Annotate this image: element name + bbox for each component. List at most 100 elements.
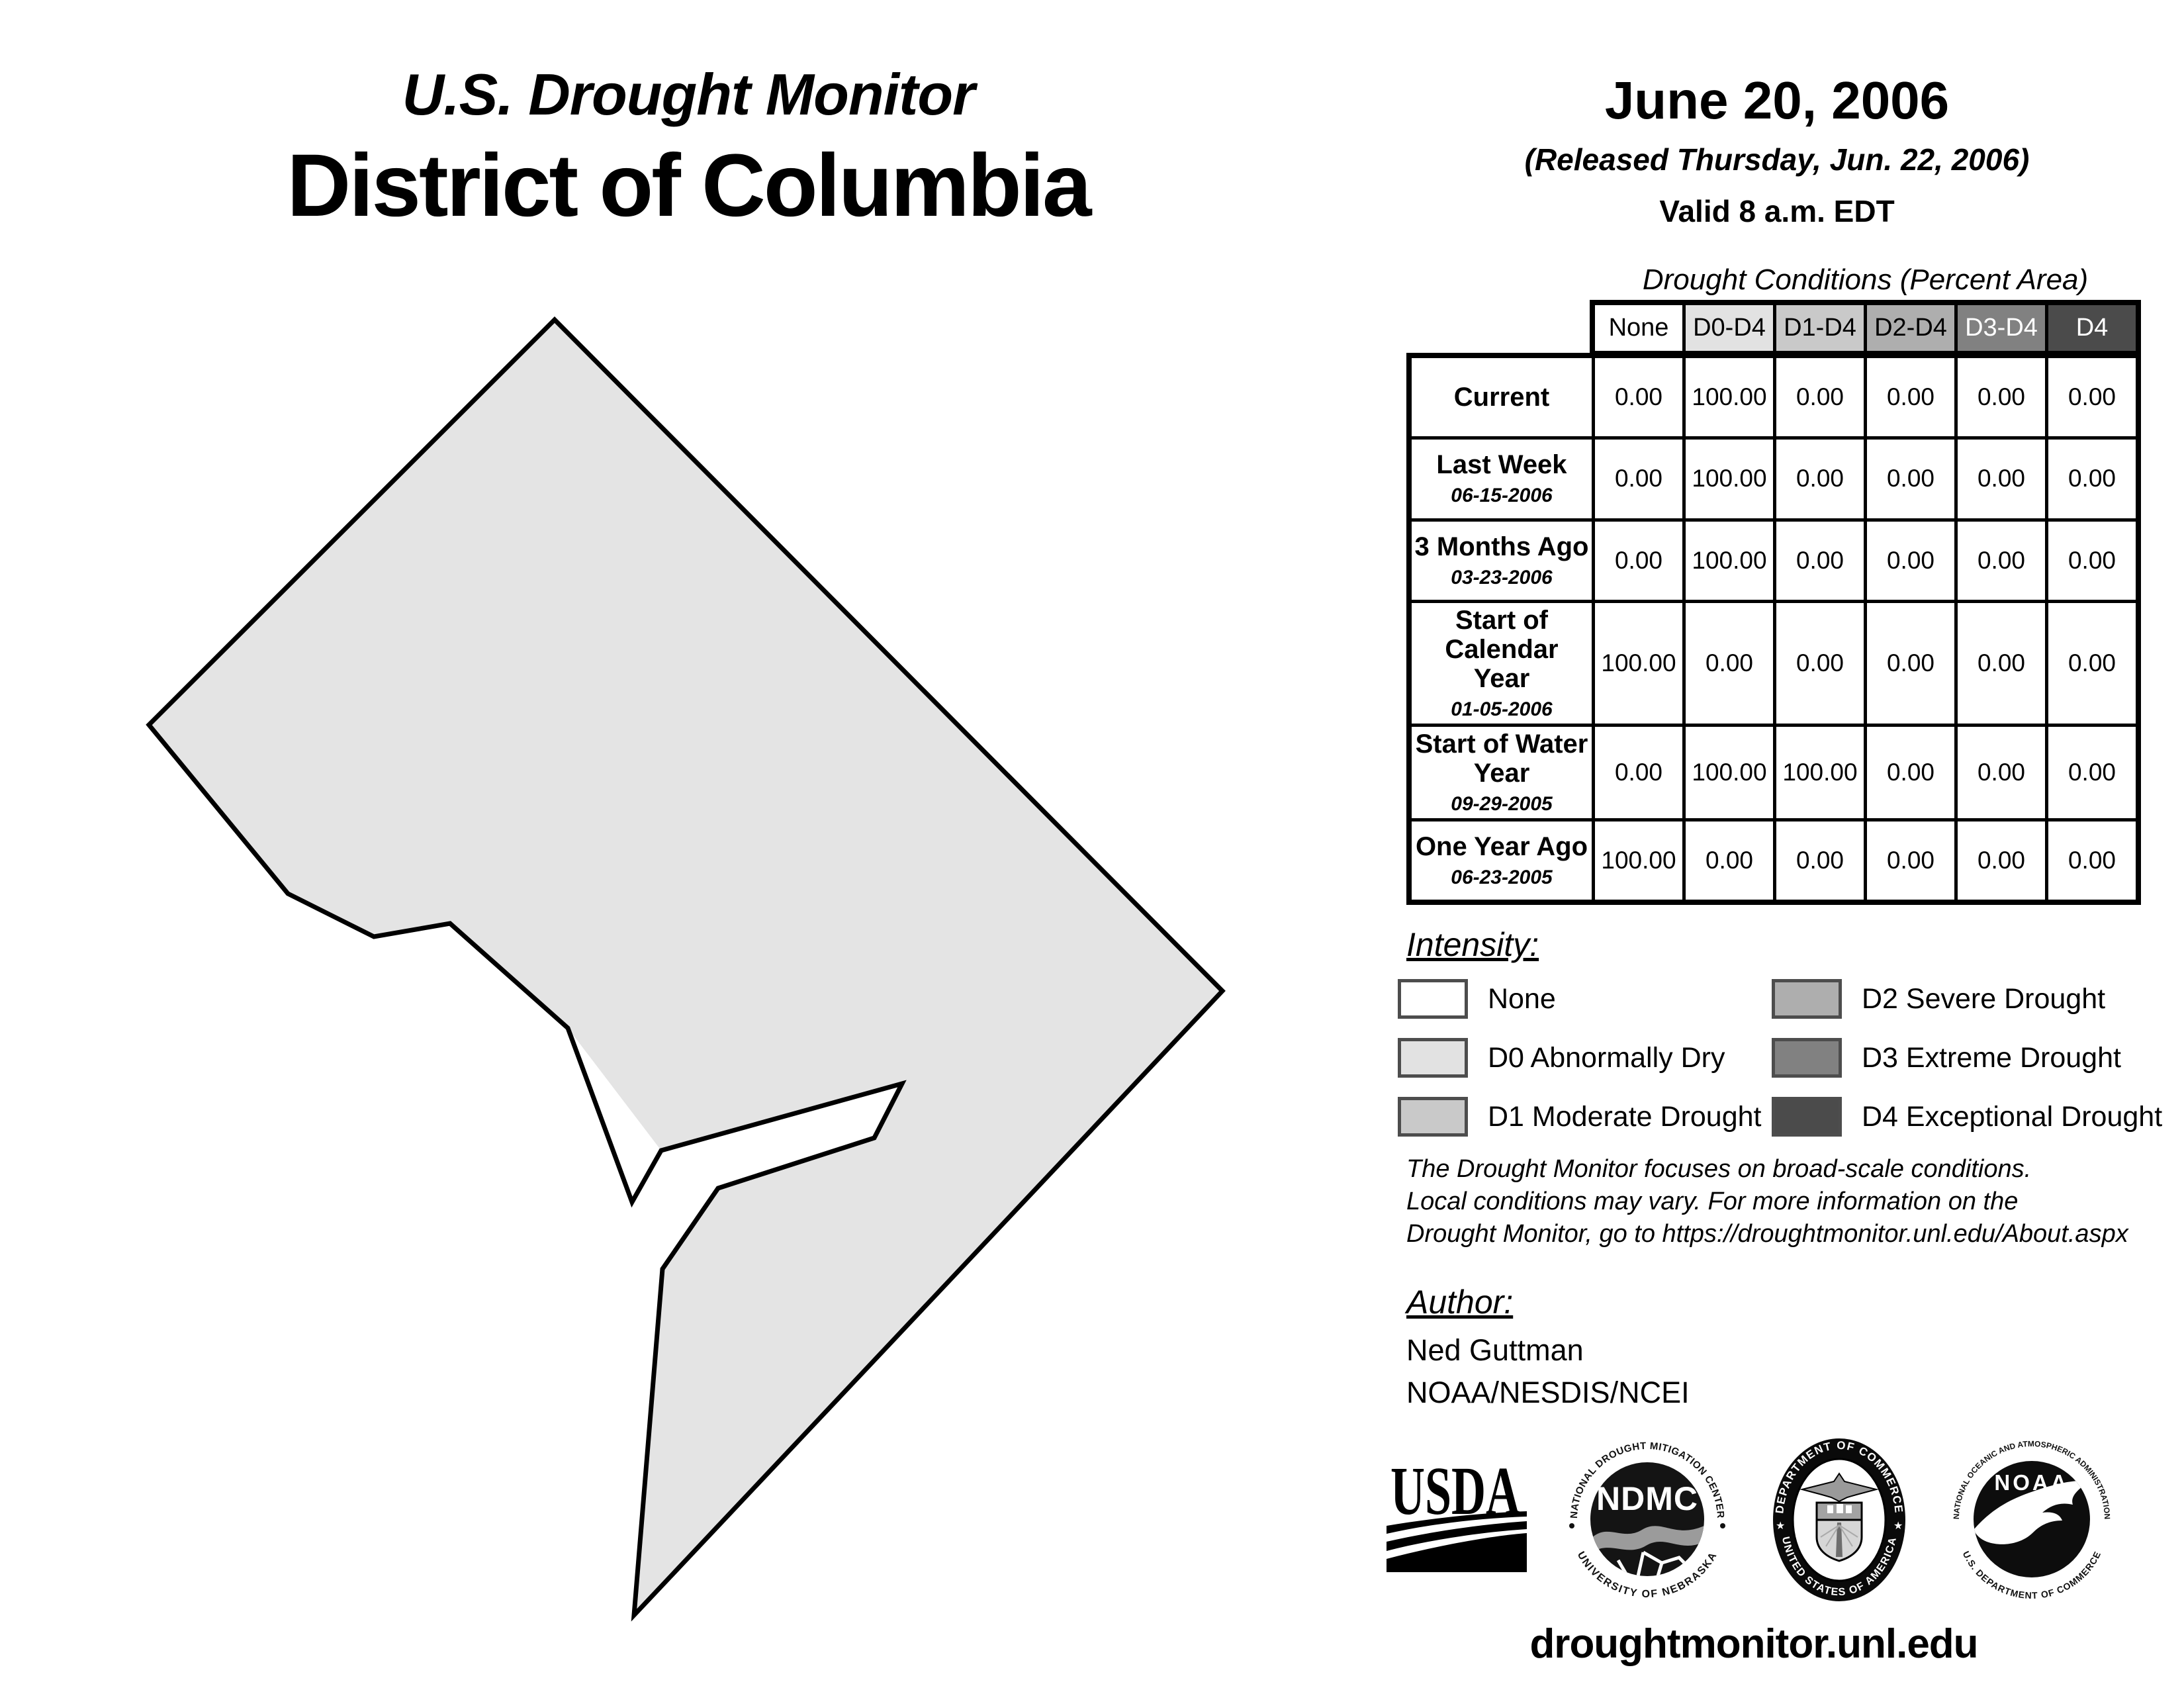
row-label: 3 Months Ago: [1414, 532, 1589, 561]
author-organization: NOAA/NESDIS/NCEI: [1406, 1376, 1690, 1409]
drought-conditions-table: Current 0.00 100.00 0.00 0.00 0.00 0.00 …: [1406, 353, 2141, 905]
col-header-none: None: [1595, 305, 1682, 351]
release-date: (Released Thursday, Jun. 22, 2006): [1524, 142, 2030, 177]
footer-url: droughtmonitor.unl.edu: [1529, 1621, 1978, 1667]
date-block: June 20, 2006 (Released Thursday, Jun. 2…: [1410, 70, 2144, 229]
row-label: Last Week: [1436, 450, 1567, 480]
col-header-d3d4: D3-D4: [1958, 305, 2045, 351]
doc-ship-sail: [1846, 1505, 1852, 1513]
legend-item-none: None: [1398, 979, 1556, 1019]
table-cell: 100.00: [1686, 726, 1773, 818]
legend-title: Intensity:: [1406, 926, 1539, 963]
disclaimer-line: Drought Monitor, go to https://droughtmo…: [1406, 1220, 2128, 1248]
doc-star-left: ★: [1776, 1521, 1785, 1532]
legend-swatch-d1: [1398, 1097, 1468, 1137]
disclaimer-line: Local conditions may vary. For more info…: [1406, 1188, 2019, 1215]
table-row-label: Start of Calendar Year 01-05-2006: [1412, 602, 1592, 724]
table-header-row: None D0-D4 D1-D4 D2-D4 D3-D4 D4: [1590, 300, 2141, 356]
table-cell: 0.00: [1776, 440, 1864, 518]
valid-time: Valid 8 a.m. EDT: [1659, 194, 1895, 228]
dc-boundary-outline: [146, 316, 1226, 1622]
doc-ship-sail: [1837, 1504, 1843, 1513]
table-cell: 0.00: [1867, 440, 1954, 518]
row-date: 03-23-2006: [1451, 566, 1553, 588]
table-cell: 0.00: [1595, 440, 1682, 518]
doc-ship-sail: [1827, 1505, 1833, 1513]
ndmc-wave: [1590, 1526, 1704, 1554]
row-date: 09-29-2005: [1451, 792, 1553, 815]
usda-logo-icon: USDA: [1387, 1460, 1527, 1572]
doc-shield: [1815, 1501, 1863, 1562]
table-row-label: Current: [1412, 358, 1592, 437]
usda-swoosh-mid: [1387, 1521, 1527, 1551]
col-header-d4: D4: [2048, 305, 2136, 351]
doc-eagle: [1799, 1472, 1879, 1503]
legend-swatch-none: [1398, 979, 1468, 1019]
map-date: June 20, 2006: [1604, 71, 1950, 130]
table-row-label: 3 Months Ago 03-23-2006: [1412, 521, 1592, 600]
legend-swatch-d3: [1772, 1038, 1842, 1078]
table-cell: 0.00: [1958, 521, 2045, 600]
table-row-label: One Year Ago 06-23-2005: [1412, 821, 1592, 900]
table-title: Drought Conditions (Percent Area): [1642, 263, 2089, 296]
noaa-abbr: NOAA: [1994, 1470, 2069, 1495]
table-cell: 0.00: [1867, 521, 1954, 600]
disclaimer-line: The Drought Monitor focuses on broad-sca…: [1406, 1155, 2032, 1183]
author-name: Ned Guttman: [1406, 1333, 1584, 1367]
table-cell: 0.00: [2048, 602, 2136, 724]
author-heading: Author:: [1406, 1284, 1514, 1321]
noaa-gull: [1974, 1480, 2090, 1544]
table-cell: 0.00: [1595, 358, 1682, 437]
table-cell: 0.00: [1595, 521, 1682, 600]
legend-item-d0: D0 Abnormally Dry: [1398, 1038, 1725, 1078]
table-cell: 100.00: [1776, 726, 1864, 818]
table-cell: 0.00: [2048, 821, 2136, 900]
table-row-label: Last Week 06-15-2006: [1412, 440, 1592, 518]
table-cell: 100.00: [1686, 521, 1773, 600]
row-label: Start of Calendar Year: [1445, 605, 1559, 693]
noaa-logo-icon: NOAA NATIONAL OCEANIC AND ATMOSPHERIC AD…: [1952, 1439, 2112, 1601]
table-cell: 0.00: [1686, 602, 1773, 724]
col-header-d1d4: D1-D4: [1776, 305, 1864, 351]
legend-swatch-d4: [1772, 1097, 1842, 1137]
table-cell: 0.00: [1958, 440, 2045, 518]
usda-swoosh-thin: [1387, 1511, 1527, 1534]
legend-label: D2 Severe Drought: [1862, 982, 2106, 1015]
table-cell: 0.00: [1686, 821, 1773, 900]
legend-label: D1 Moderate Drought: [1488, 1100, 1762, 1133]
table-cell: 100.00: [1686, 358, 1773, 437]
doc-light-rays: [1820, 1524, 1858, 1547]
table-cell: 0.00: [1776, 521, 1864, 600]
dc-land-fill: [149, 320, 1222, 1615]
legend-item-d1: D1 Moderate Drought: [1398, 1097, 1762, 1137]
table-cell: 0.00: [1867, 602, 1954, 724]
legend-label: D0 Abnormally Dry: [1488, 1041, 1725, 1074]
table-cell: 0.00: [1958, 602, 2045, 724]
disclaimer-text: The Drought Monitor focuses on broad-sca…: [1406, 1153, 2174, 1250]
ndmc-cracks: [1616, 1550, 1692, 1576]
table-cell: 0.00: [1867, 821, 1954, 900]
table-cell: 0.00: [1595, 726, 1682, 818]
table-cell: 0.00: [1958, 821, 2045, 900]
col-header-d0d4: D0-D4: [1686, 305, 1773, 351]
doc-seal-icon: DEPARTMENT OF COMMERCE UNITED STATES OF …: [1773, 1438, 1905, 1601]
table-cell: 0.00: [1776, 821, 1864, 900]
ndmc-dot-right: [1720, 1523, 1725, 1528]
legend-swatch-d2: [1772, 979, 1842, 1019]
row-label: Start of Water Year: [1415, 729, 1588, 788]
legend-label: None: [1488, 982, 1556, 1015]
table-cell: 0.00: [1867, 726, 1954, 818]
table-cell: 0.00: [2048, 358, 2136, 437]
ndmc-dot-left: [1569, 1523, 1574, 1528]
col-header-d2d4: D2-D4: [1867, 305, 1954, 351]
title-block: U.S. Drought Monitor District of Columbi…: [93, 61, 1284, 236]
legend-label: D4 Exceptional Drought: [1862, 1100, 2163, 1133]
table-row-label: Start of Water Year 09-29-2005: [1412, 726, 1592, 818]
ndmc-logo-icon: NDMC NATIONAL DROUGHT MITIGATION CENTER …: [1569, 1440, 1726, 1600]
row-date: 01-05-2006: [1451, 698, 1553, 720]
ndmc-circle: [1590, 1462, 1704, 1576]
table-cell: 100.00: [1686, 440, 1773, 518]
row-label: Current: [1453, 383, 1550, 412]
